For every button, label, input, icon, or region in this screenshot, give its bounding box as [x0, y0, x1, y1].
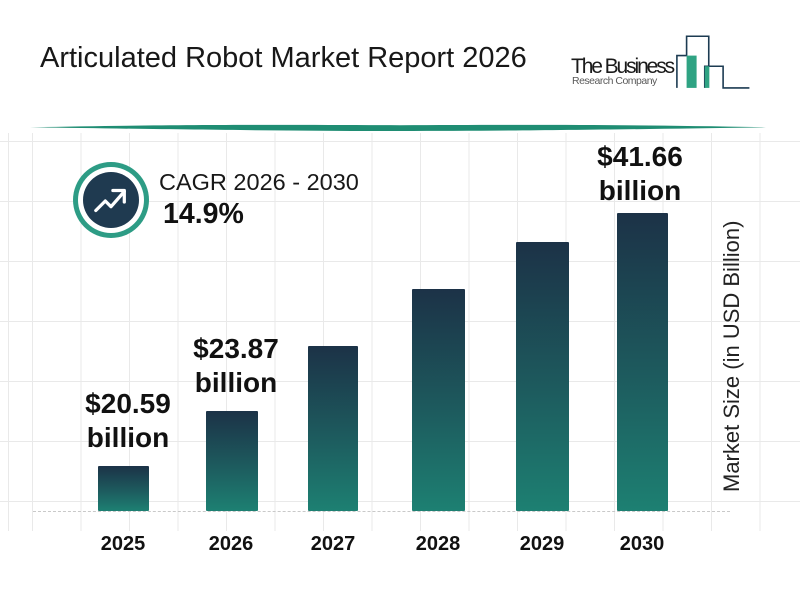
svg-text:Research Company: Research Company	[572, 75, 658, 87]
